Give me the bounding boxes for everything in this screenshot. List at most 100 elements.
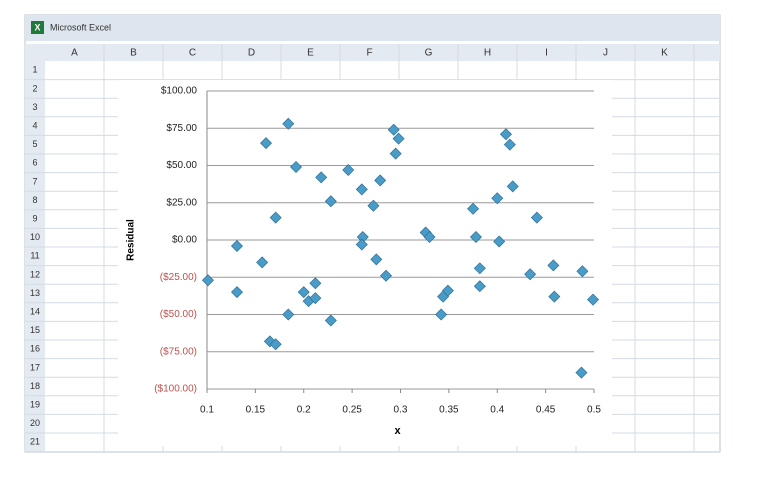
x-tick-label: 0.25 [342, 405, 362, 416]
point [324, 314, 337, 327]
chart-area [118, 80, 612, 446]
point [524, 268, 537, 281]
column-header: F [366, 48, 372, 59]
x-tick-label: 0.4 [490, 405, 504, 416]
point [355, 183, 368, 196]
row-header: 19 [30, 399, 40, 409]
column-header: C [189, 48, 196, 59]
window-title: Microsoft Excel [50, 22, 111, 32]
row-header: 1 [32, 65, 37, 75]
point [230, 239, 243, 252]
point [269, 211, 282, 224]
row-header: 18 [30, 381, 40, 391]
row-header: 10 [30, 232, 40, 242]
row-header: 14 [30, 306, 40, 316]
point [282, 308, 295, 321]
row-header: 20 [30, 418, 40, 428]
x-tick-label: 0.2 [297, 405, 311, 416]
point [355, 238, 368, 251]
point [473, 262, 486, 275]
point [392, 132, 405, 145]
column-header: B [130, 48, 137, 59]
column-header: D [248, 48, 255, 59]
y-tick-label: $50.00 [166, 160, 197, 171]
row-header: 2 [32, 83, 37, 93]
column-header: G [425, 48, 433, 59]
point [435, 308, 448, 321]
y-tick-label: $0.00 [172, 235, 197, 246]
point [297, 286, 310, 299]
y-tick-label: $25.00 [166, 197, 197, 208]
point [367, 199, 380, 212]
point [469, 231, 482, 244]
row-header-bar [25, 61, 45, 452]
point [503, 138, 516, 151]
row-header: 12 [30, 269, 40, 279]
title-bar [25, 15, 720, 41]
row-header: 7 [32, 176, 37, 186]
point [493, 235, 506, 248]
x-tick-label: 0.3 [394, 405, 408, 416]
row-header: 8 [32, 195, 37, 205]
row-header: 4 [32, 120, 37, 130]
x-tick-label: 0.1 [200, 405, 214, 416]
column-header: E [307, 48, 314, 59]
point [587, 293, 600, 306]
row-header: 6 [32, 158, 37, 168]
x-axis-label: x [394, 425, 401, 437]
point [530, 211, 543, 224]
point [324, 195, 337, 208]
point [269, 338, 282, 351]
point [547, 259, 560, 272]
point [389, 147, 402, 160]
row-header: 3 [32, 102, 37, 112]
point [423, 231, 436, 244]
row-header: 9 [32, 213, 37, 223]
y-tick-label: ($25.00) [160, 272, 197, 283]
point [506, 180, 519, 193]
row-header: 13 [30, 288, 40, 298]
point [260, 137, 273, 150]
row-header: 5 [32, 139, 37, 149]
row-header: 21 [30, 437, 40, 447]
point [290, 160, 303, 173]
point [379, 269, 392, 282]
y-tick-label: ($75.00) [160, 346, 197, 357]
point [370, 253, 383, 266]
x-tick-label: 0.5 [587, 405, 601, 416]
y-axis-label: Residual [126, 219, 137, 261]
column-header-bar [25, 44, 720, 61]
point [548, 290, 561, 303]
column-header: K [661, 48, 668, 59]
point [309, 292, 322, 305]
x-tick-label: 0.15 [246, 405, 266, 416]
excel-icon [31, 21, 44, 34]
point [473, 280, 486, 293]
point [256, 256, 269, 269]
column-header: I [545, 48, 548, 59]
y-tick-label: $100.00 [161, 86, 198, 97]
x-tick-label: 0.45 [536, 405, 556, 416]
y-tick-label: $75.00 [166, 123, 197, 134]
point [282, 117, 295, 130]
point [374, 174, 387, 187]
point [387, 123, 400, 136]
point [342, 163, 355, 176]
column-header: J [603, 48, 608, 59]
column-header: A [71, 48, 78, 59]
point [230, 286, 243, 299]
point [491, 192, 504, 205]
row-header: 11 [30, 251, 39, 261]
row-header: 15 [30, 325, 40, 335]
column-header: H [484, 48, 491, 59]
row-header: 16 [30, 344, 40, 354]
point [499, 128, 512, 141]
point [575, 366, 588, 379]
row-header: 17 [30, 362, 40, 372]
point [309, 277, 322, 290]
y-tick-label: ($100.00) [154, 384, 197, 395]
point [576, 265, 589, 278]
point [315, 171, 328, 184]
point [441, 284, 454, 297]
